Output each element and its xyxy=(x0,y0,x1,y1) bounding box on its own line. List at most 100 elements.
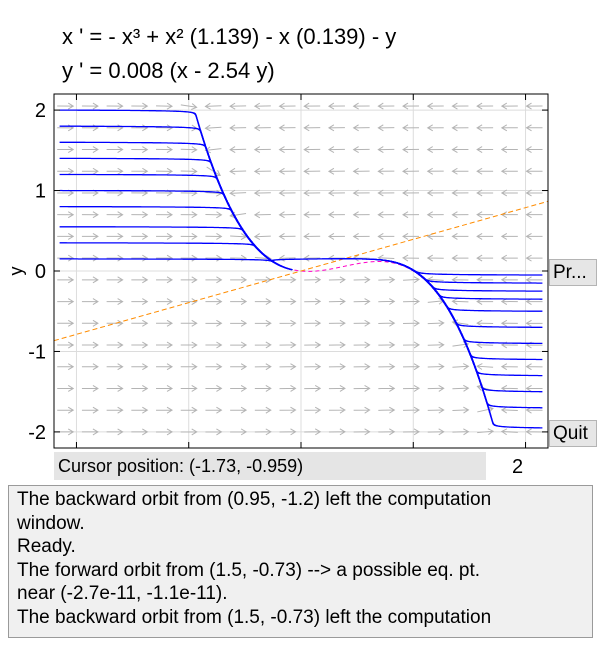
field-arrow xyxy=(452,406,470,414)
field-arrow xyxy=(230,341,248,349)
field-arrow xyxy=(525,124,543,132)
field-arrow xyxy=(131,232,149,240)
field-arrow xyxy=(303,189,321,197)
field-arrow xyxy=(353,276,371,284)
field-arrow xyxy=(204,124,222,132)
field-arrow xyxy=(205,298,223,305)
field-arrow xyxy=(525,254,543,262)
field-arrow xyxy=(57,276,75,284)
field-arrow xyxy=(205,363,223,371)
field-arrow xyxy=(230,319,248,327)
field-arrow xyxy=(426,146,444,153)
field-arrow xyxy=(180,428,198,436)
field-arrow xyxy=(426,124,444,132)
field-arrow xyxy=(328,384,346,392)
y-axis-label: y xyxy=(6,267,26,276)
field-arrow xyxy=(204,146,222,154)
field-arrow xyxy=(81,385,99,392)
field-arrow xyxy=(525,384,543,392)
field-arrow xyxy=(304,276,322,284)
quit-button[interactable]: Quit xyxy=(549,420,597,447)
print-button[interactable]: Pr... xyxy=(549,259,597,286)
field-arrow xyxy=(279,341,297,349)
field-arrow xyxy=(402,254,420,262)
field-arrow xyxy=(377,167,395,175)
field-arrow xyxy=(81,298,99,306)
field-arrow xyxy=(328,428,346,436)
field-arrow xyxy=(352,254,370,262)
field-arrow xyxy=(205,211,223,219)
field-arrow xyxy=(106,254,124,262)
field-arrow xyxy=(279,363,297,371)
message-log[interactable]: The backward orbit from (0.95, -1.2) lef… xyxy=(8,485,593,638)
message-line: The backward orbit from (1.5, -0.73) lef… xyxy=(17,606,492,628)
cursor-position-readout: Cursor position: (-1.73, -0.959) xyxy=(54,452,486,480)
field-arrow xyxy=(279,428,297,436)
field-arrow xyxy=(278,124,296,132)
field-arrow xyxy=(279,384,297,392)
field-arrow xyxy=(230,298,248,305)
field-arrow xyxy=(403,363,420,371)
y-nullcline xyxy=(54,200,548,342)
field-arrow xyxy=(156,363,173,371)
field-arrow xyxy=(229,189,247,197)
field-arrow xyxy=(57,341,75,349)
field-arrow xyxy=(81,102,99,110)
field-arrow xyxy=(327,211,345,219)
field-arrow xyxy=(378,384,396,392)
field-arrow xyxy=(403,384,420,392)
field-arrow xyxy=(476,102,494,110)
field-arrow xyxy=(476,298,494,305)
field-arrow xyxy=(156,385,173,392)
field-arrow xyxy=(106,385,124,392)
field-arrow xyxy=(253,102,271,110)
field-arrow xyxy=(525,319,543,327)
field-arrow xyxy=(156,102,173,110)
field-arrow xyxy=(254,384,272,392)
field-arrow xyxy=(254,319,272,327)
field-arrow xyxy=(303,167,321,175)
field-arrow xyxy=(304,428,322,436)
field-arrow xyxy=(402,189,420,197)
field-arrow xyxy=(81,146,99,153)
field-arrow xyxy=(378,298,396,305)
field-arrow xyxy=(304,363,322,371)
field-arrow xyxy=(328,406,346,414)
field-arrow xyxy=(402,124,420,132)
field-arrow xyxy=(131,363,149,371)
field-arrow xyxy=(81,232,99,240)
field-arrow xyxy=(279,406,297,414)
field-arrow xyxy=(452,428,470,436)
field-arrow xyxy=(278,167,296,175)
field-arrow xyxy=(205,428,223,436)
field-arrow xyxy=(451,146,469,153)
field-arrow xyxy=(525,232,543,240)
field-arrow xyxy=(427,406,445,414)
field-arrow xyxy=(57,102,75,110)
field-arrow xyxy=(327,254,345,262)
field-arrow xyxy=(403,319,420,327)
field-arrow xyxy=(254,406,272,414)
field-arrow xyxy=(204,102,222,110)
field-arrow xyxy=(180,146,198,154)
field-arrow xyxy=(106,406,124,414)
field-arrow xyxy=(106,341,124,349)
field-arrow xyxy=(180,385,198,392)
field-arrow xyxy=(304,406,322,414)
field-arrow xyxy=(378,341,396,349)
field-arrow xyxy=(452,363,470,370)
field-arrow xyxy=(106,319,124,327)
field-arrow xyxy=(81,428,99,436)
field-arrow xyxy=(57,211,75,219)
field-arrow xyxy=(106,102,124,110)
field-arrow xyxy=(500,276,518,284)
field-arrow xyxy=(254,428,272,436)
field-arrow xyxy=(500,102,518,110)
field-arrow xyxy=(81,254,99,262)
field-arrow xyxy=(279,319,297,327)
field-arrow xyxy=(205,319,223,327)
field-arrow xyxy=(403,341,420,349)
field-arrow xyxy=(402,211,420,219)
x-tick-label: 2 xyxy=(512,456,524,478)
